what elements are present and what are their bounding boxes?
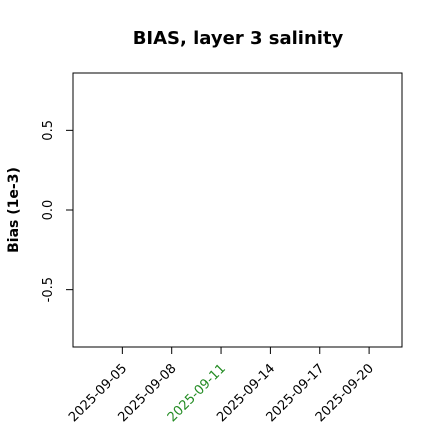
plot-frame xyxy=(72,72,403,348)
y-axis-label: Bias (1e-3) xyxy=(6,167,22,253)
y-tick-label: 0.5 xyxy=(41,120,56,141)
y-tick-label: 0.0 xyxy=(41,200,56,221)
y-tick-label: -0.5 xyxy=(41,277,56,302)
chart-title: BIAS, layer 3 salinity xyxy=(133,28,344,49)
